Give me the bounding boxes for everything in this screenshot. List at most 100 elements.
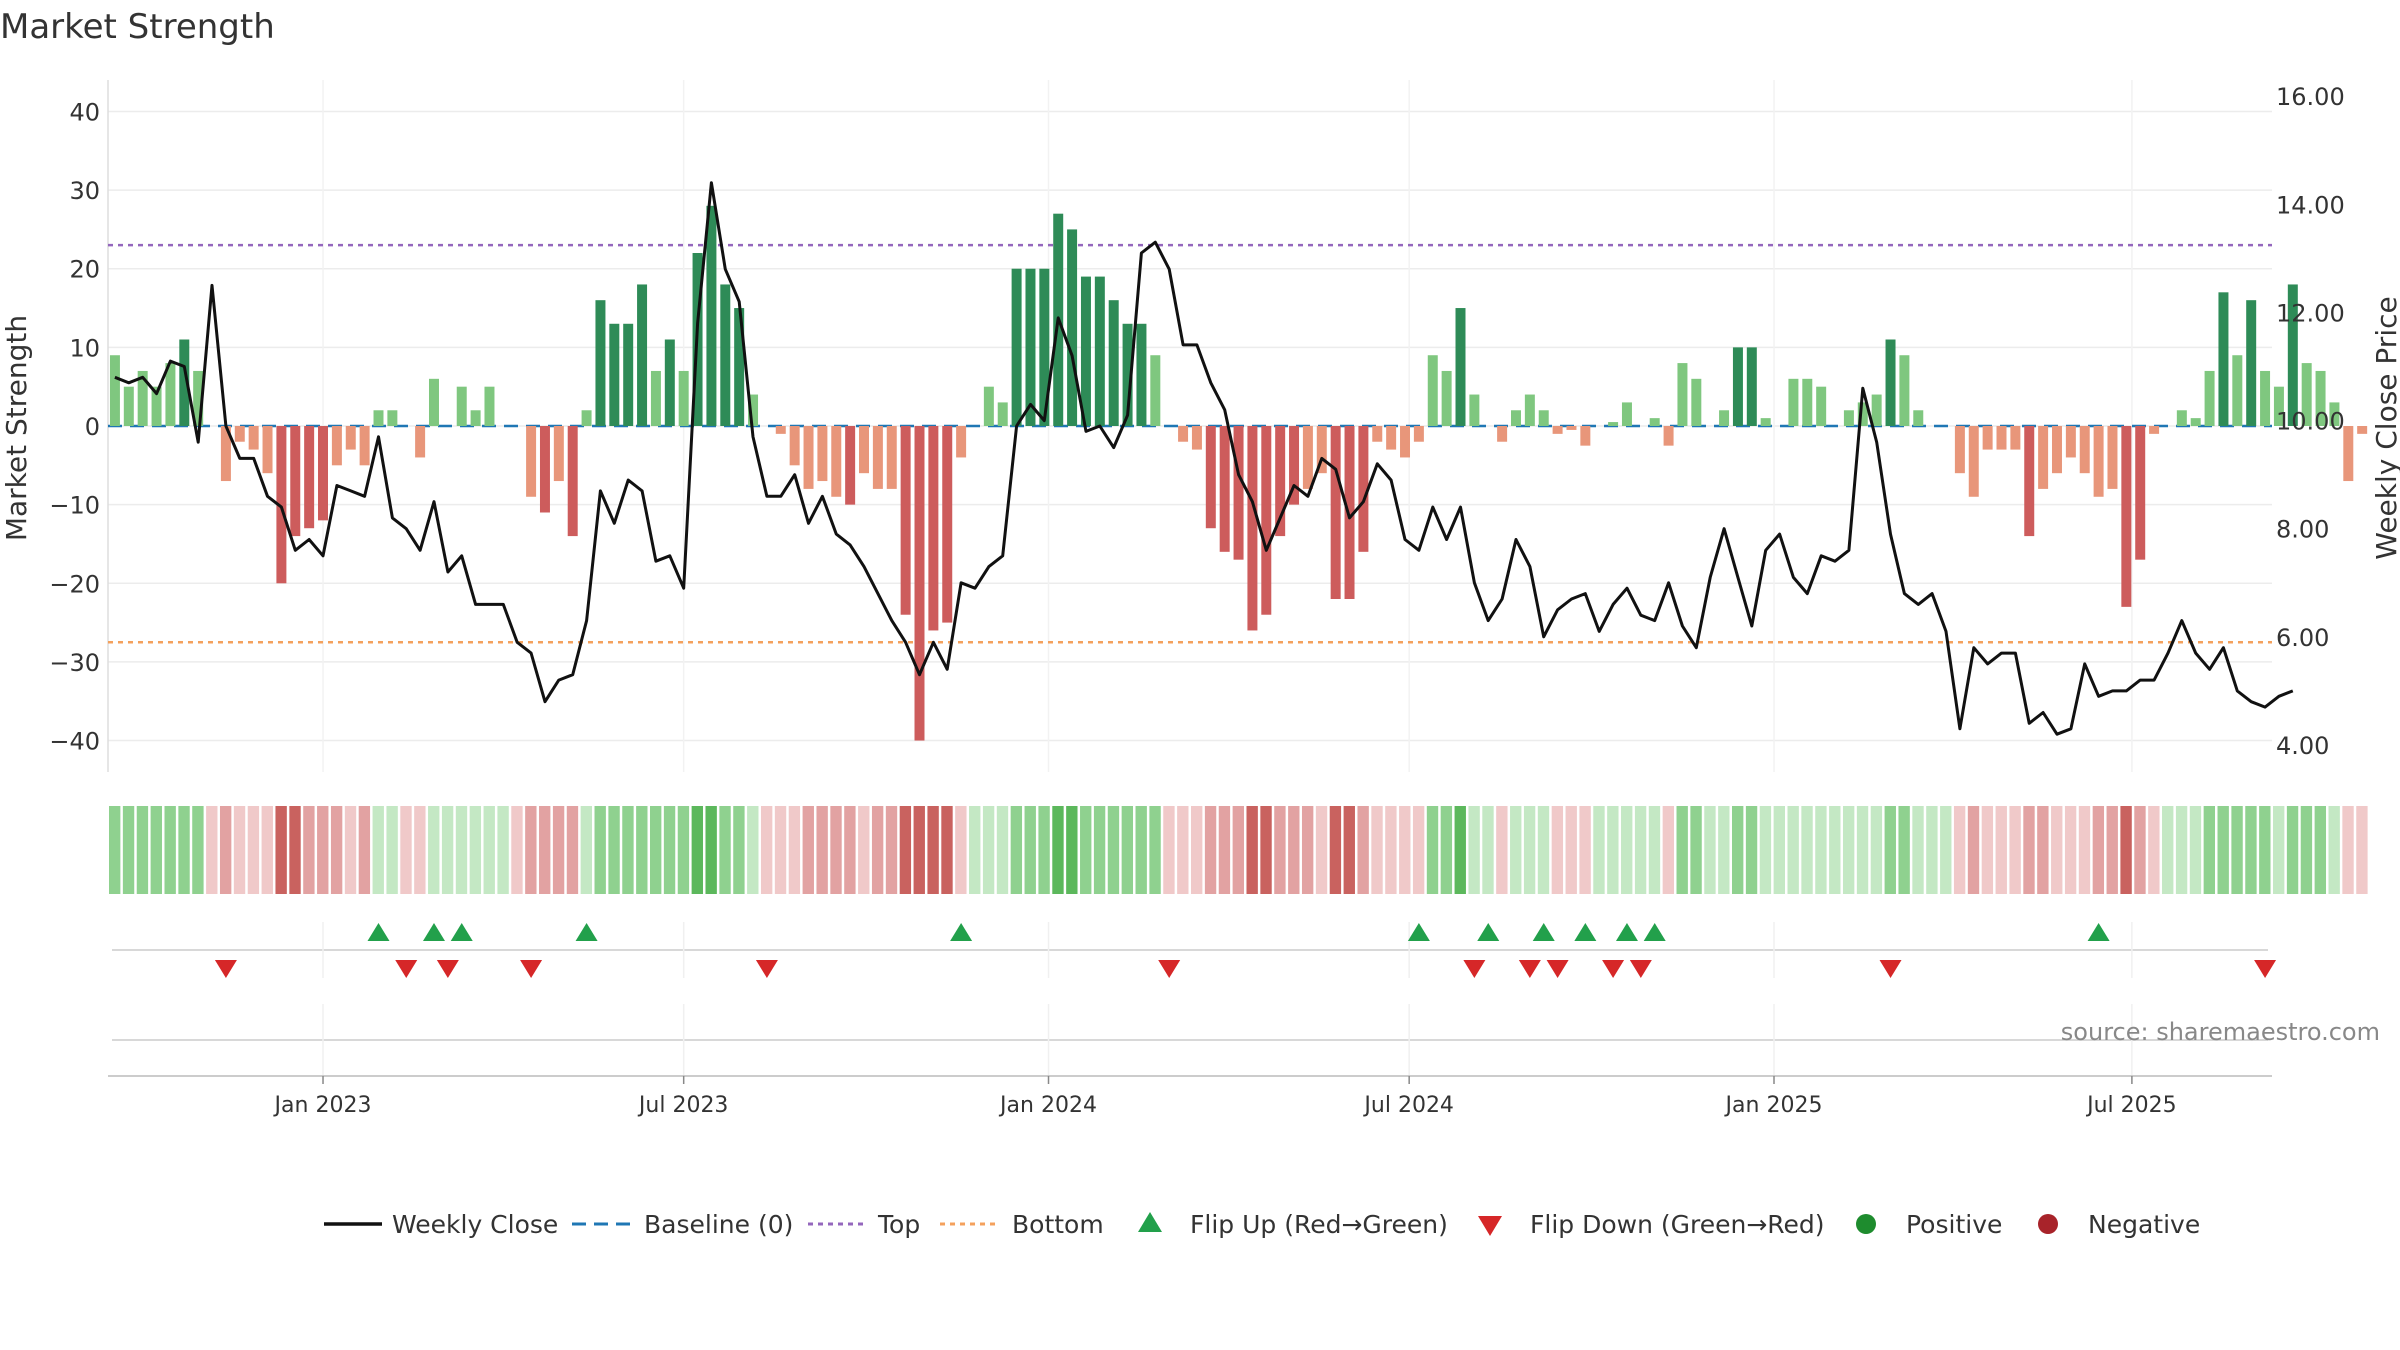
band-cell: [1981, 806, 1994, 894]
strength-bar: [1455, 308, 1466, 426]
flip-up-marker: [950, 923, 973, 941]
band-cell: [1038, 806, 1050, 894]
band-cell: [1607, 806, 1619, 894]
band-cell: [594, 806, 606, 894]
flip-down-marker: [1602, 960, 1625, 978]
band-cell: [2300, 806, 2313, 894]
y2-tick-label: 12.00: [2276, 299, 2345, 327]
legend-label: Weekly Close: [392, 1210, 558, 1239]
strength-bar: [1302, 426, 1313, 489]
band-cell: [1288, 806, 1300, 894]
legend-label: Flip Down (Green→Red): [1530, 1210, 1825, 1239]
y-tick-label: 30: [69, 177, 100, 205]
flip-up-marker: [1574, 923, 1597, 941]
y2-tick-label: 10.00: [2276, 408, 2345, 436]
band-cell: [1523, 806, 1536, 894]
strength-bar: [262, 426, 273, 474]
band-cell: [552, 806, 565, 894]
band-cell: [1551, 806, 1564, 894]
y-tick-label: 40: [69, 98, 100, 126]
band-cell: [1579, 806, 1591, 894]
legend-swatch-positive: [1856, 1214, 1876, 1234]
band-cell: [414, 806, 426, 894]
flip-up-marker: [367, 923, 390, 941]
strength-bar: [1316, 426, 1327, 474]
flip-markers-panel: [112, 922, 2277, 978]
strength-bar: [595, 300, 606, 426]
legend-label: Baseline (0): [644, 1210, 793, 1239]
band-cell: [1759, 806, 1772, 894]
band-cell: [497, 806, 509, 894]
strength-bar: [2343, 426, 2354, 482]
strength-bar: [2079, 426, 2090, 474]
band-cell: [1884, 806, 1896, 894]
strength-bar: [886, 426, 897, 489]
chart-title: Market Strength: [0, 7, 275, 47]
strength-bar: [1954, 426, 1965, 474]
band-cell: [1301, 806, 1314, 894]
weekly-close-line: [114, 181, 2294, 736]
band-cell: [899, 806, 912, 894]
band-cell: [747, 806, 759, 894]
band-cell: [941, 806, 953, 894]
flip-down-marker: [1518, 960, 1541, 978]
band-cell: [2148, 806, 2160, 894]
strength-bar: [1025, 268, 1036, 426]
strength-bar: [678, 370, 689, 426]
flip-down-marker: [1629, 960, 1652, 978]
band-cell: [788, 806, 801, 894]
flip-down-marker: [1158, 960, 1181, 978]
strength-bar: [2357, 426, 2368, 434]
band-cell: [955, 806, 967, 894]
band-cell: [927, 806, 939, 894]
flip-up-marker: [1407, 923, 1430, 941]
band-cell: [2203, 806, 2216, 894]
band-cell: [2189, 806, 2202, 894]
band-cell: [871, 806, 884, 894]
strength-bar: [456, 386, 467, 426]
y2-tick-label: 16.00: [2276, 83, 2345, 111]
band-cell: [2037, 806, 2049, 894]
band-cell: [1024, 806, 1036, 894]
legend-label: Negative: [2088, 1210, 2200, 1239]
band-cell: [2259, 806, 2271, 894]
band-cell: [1870, 806, 1883, 894]
strength-bar: [775, 426, 786, 434]
strength-bar: [553, 426, 564, 482]
legend-label: Top: [877, 1210, 920, 1239]
strength-bar: [415, 426, 426, 458]
legend-label: Flip Up (Red→Green): [1190, 1210, 1448, 1239]
band-cell: [830, 806, 842, 894]
legend-label: Positive: [1906, 1210, 2002, 1239]
band-cell: [1204, 806, 1217, 894]
band-cell: [608, 806, 620, 894]
strength-bar: [1968, 426, 1979, 497]
band-cell: [1315, 806, 1328, 894]
flip-down-marker: [214, 960, 237, 978]
legend: Weekly Close Baseline (0) Top Bottom Flip Up…: [324, 1210, 2200, 1239]
band-cell: [330, 806, 343, 894]
band-cell: [428, 806, 440, 894]
band-cell: [2009, 806, 2021, 894]
reference-lines: [108, 243, 2272, 644]
band-cell: [219, 806, 232, 894]
strength-bar: [373, 410, 384, 426]
band-cell: [303, 806, 315, 894]
strength-bar: [1191, 426, 1202, 450]
y2-tick-label: 8.00: [2276, 516, 2329, 544]
legend-swatch-flip-up: [1138, 1212, 1162, 1232]
band-cell: [1829, 806, 1841, 894]
band-cell: [691, 806, 703, 894]
band-cell: [2356, 806, 2368, 894]
strength-bar: [1358, 426, 1369, 552]
band-cell: [1107, 806, 1120, 894]
flip-down-marker: [1546, 960, 1569, 978]
band-cell: [164, 806, 176, 894]
band-cell: [1177, 806, 1189, 894]
band-cell: [150, 806, 162, 894]
band-cell: [1135, 806, 1147, 894]
strength-bar: [1885, 339, 1896, 426]
strength-bar: [1719, 410, 1730, 426]
strength-bar: [1649, 418, 1660, 426]
strength-bar: [900, 426, 911, 615]
